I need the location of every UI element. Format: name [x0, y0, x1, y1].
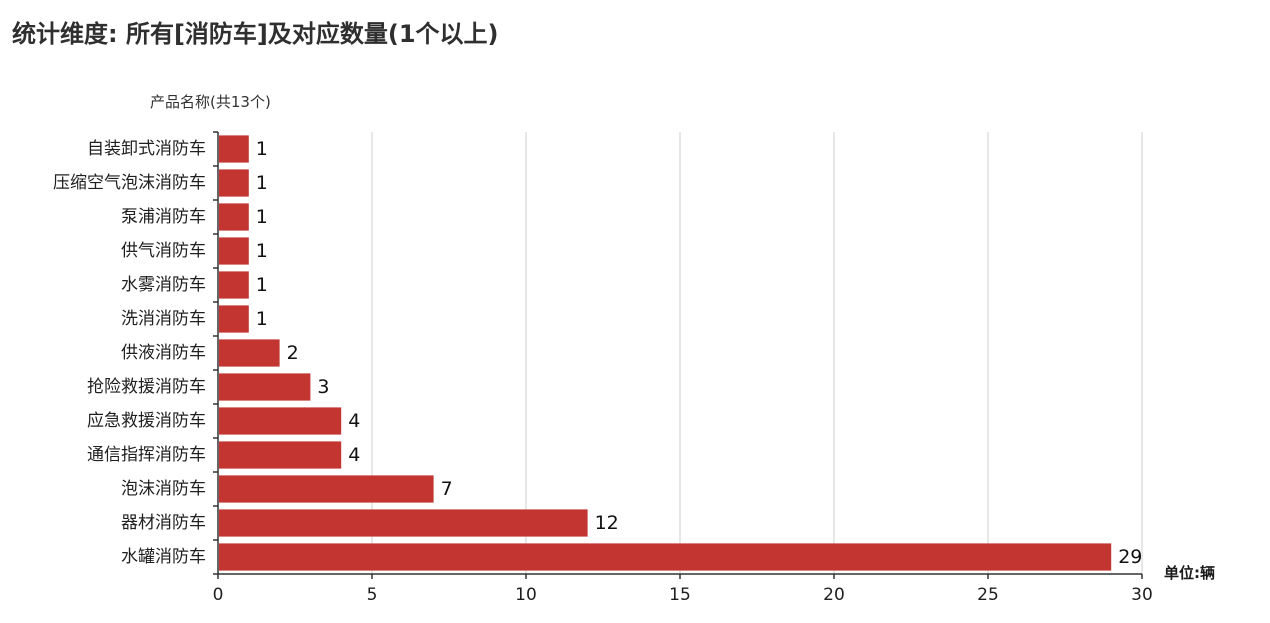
x-tick-label: 25: [977, 585, 999, 605]
data-label: 1: [256, 172, 268, 194]
category-label: 通信指挥消防车: [87, 445, 206, 465]
x-tick-label: 5: [367, 585, 378, 605]
x-tick-label: 10: [515, 585, 537, 605]
data-label: 7: [441, 478, 453, 500]
bar: [219, 271, 249, 299]
category-label: 泵浦消防车: [121, 207, 206, 227]
bar: [219, 203, 249, 231]
x-axis-unit-label: 单位:辆: [1164, 564, 1215, 582]
data-label: 1: [256, 274, 268, 296]
x-tick-label: 0: [213, 585, 224, 605]
axes: [213, 131, 1143, 579]
category-label: 压缩空气泡沫消防车: [53, 173, 206, 193]
category-label: 水雾消防车: [121, 275, 206, 295]
bar: [219, 509, 588, 537]
bar: [219, 373, 311, 401]
bar: [219, 407, 342, 435]
bar: [219, 441, 342, 469]
chart-title: 统计维度: 所有[消防车]及对应数量(1个以上): [12, 20, 499, 48]
category-label: 抢险救援消防车: [87, 377, 206, 397]
bars: [219, 135, 1112, 571]
labels: 1 自装卸式消防车 1 压缩空气泡沫消防车 1 泵浦消防车 1 供气消防车 1 水雾消防车 1 洗消消…: [53, 93, 1215, 605]
data-label: 1: [256, 240, 268, 262]
bar: [219, 237, 249, 265]
data-label: 1: [256, 138, 268, 160]
data-label: 4: [348, 444, 360, 466]
data-label: 3: [317, 376, 329, 398]
data-label: 2: [287, 342, 299, 364]
data-label: 1: [256, 308, 268, 330]
bar: [219, 135, 249, 163]
category-label: 器材消防车: [121, 513, 206, 533]
category-label: 供液消防车: [121, 343, 206, 363]
bar: [219, 169, 249, 197]
x-tick-label: 20: [823, 585, 845, 605]
bar: [219, 475, 434, 503]
data-label: 1: [256, 206, 268, 228]
grid-lines: [371, 132, 1143, 574]
category-label: 供气消防车: [121, 241, 206, 261]
bar: [219, 339, 280, 367]
category-label: 洗消消防车: [121, 309, 206, 329]
bar: [219, 305, 249, 333]
category-label: 自装卸式消防车: [87, 139, 206, 159]
category-label: 应急救援消防车: [87, 411, 206, 431]
x-tick-label: 15: [669, 585, 691, 605]
category-label: 泡沫消防车: [121, 479, 206, 499]
bar: [219, 543, 1112, 571]
data-label: 29: [1118, 546, 1142, 568]
data-label: 12: [595, 512, 619, 534]
x-tick-label: 30: [1131, 585, 1153, 605]
category-label: 水罐消防车: [121, 547, 206, 567]
y-axis-name: 产品名称(共13个): [150, 93, 271, 111]
data-label: 4: [348, 410, 360, 432]
